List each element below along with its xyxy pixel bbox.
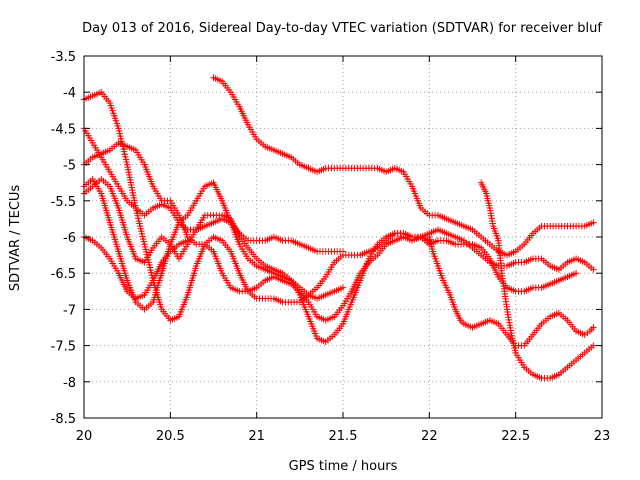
x-tick-label: 22.5	[501, 429, 530, 444]
y-tick-label: -8.5	[51, 412, 76, 427]
data-point	[339, 284, 347, 291]
series-sat-f	[210, 74, 597, 259]
x-tick-label: 20.5	[156, 429, 185, 444]
data-point	[590, 342, 597, 349]
x-tick-label: 20	[76, 429, 93, 444]
y-tick-label: -6	[63, 231, 76, 246]
y-tick-label: -5	[63, 159, 76, 174]
series-sat-h	[426, 237, 580, 295]
data-point	[590, 266, 597, 273]
chart-title: Day 013 of 2016, Sidereal Day-to-day VTE…	[82, 21, 602, 36]
x-axis-label: GPS time / hours	[289, 459, 398, 474]
data-point	[590, 219, 597, 226]
x-tick-label: 21.5	[329, 429, 358, 444]
series-sat-j	[80, 233, 191, 302]
data-point	[339, 248, 347, 255]
y-tick-label: -7	[63, 303, 76, 318]
y-tick-label: -7.5	[51, 340, 76, 355]
y-axis-label: SDTVAR / TECUs	[8, 185, 23, 292]
x-tick-label: 22	[421, 429, 438, 444]
data-points	[80, 74, 597, 382]
series-sat-e	[80, 125, 347, 255]
x-tick-label: 23	[594, 429, 611, 444]
y-tick-label: -3.5	[51, 50, 76, 65]
x-tick-label: 21	[248, 429, 265, 444]
x-axis: 20 20.5 21 21.5 22 22.5 23	[76, 56, 611, 444]
data-point	[184, 237, 191, 244]
y-tick-label: -8	[63, 376, 76, 391]
y-tick-label: -5.5	[51, 195, 76, 210]
y-tick-label: -4.5	[51, 122, 76, 137]
y-tick-label: -4	[63, 86, 76, 101]
data-point	[590, 324, 597, 331]
data-point	[572, 270, 580, 277]
series-sat-i	[477, 179, 597, 382]
y-tick-label: -6.5	[51, 267, 76, 282]
y-axis: -8.5 -8 -7.5 -7 -6.5 -6 -5.5 -5 -4.5 -4 -3.5	[51, 50, 602, 427]
series-sat-g	[426, 233, 597, 349]
